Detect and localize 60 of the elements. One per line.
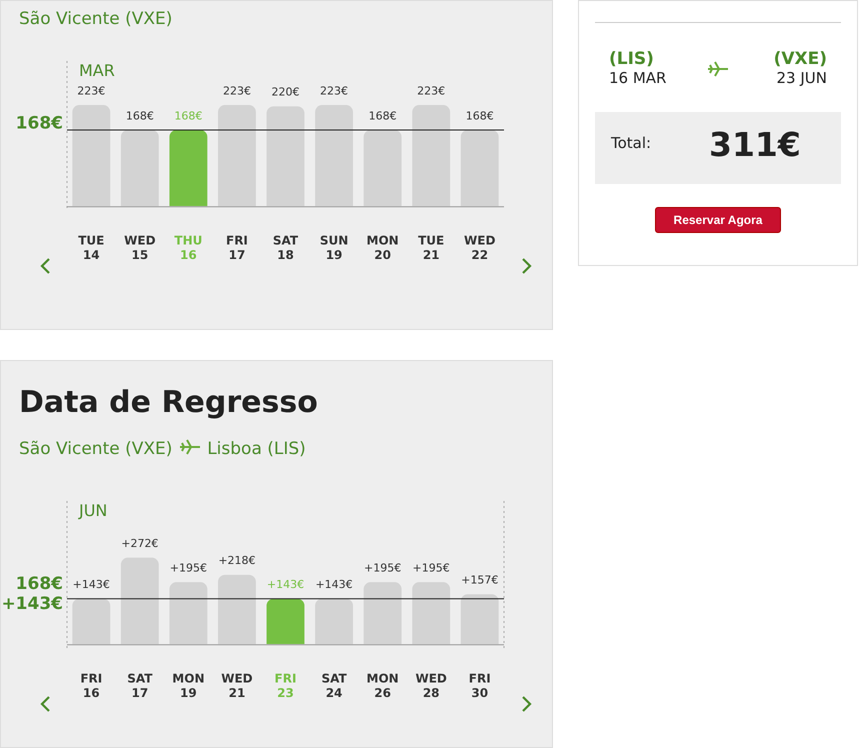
x-tick-label: SAT 18 <box>272 234 299 262</box>
bar <box>120 558 159 644</box>
data-label: 223€ <box>417 84 446 98</box>
data-label: 223€ <box>320 84 348 98</box>
bar <box>218 574 256 644</box>
data-label: +195€ <box>364 562 402 575</box>
ref-line-label: 168€ <box>16 113 63 134</box>
x-tick-label: FRI 17 <box>226 234 248 262</box>
ref-line-label: 168€ +143€ <box>1 574 63 614</box>
x-tick-label: FRI 16 <box>80 672 102 700</box>
data-label: 223€ <box>222 84 251 98</box>
x-tick-label: SUN 19 <box>320 234 348 262</box>
data-label: 168€ <box>466 109 494 122</box>
text: 311€ <box>709 125 801 164</box>
bar <box>72 598 110 644</box>
data-label: 168€ <box>368 109 397 122</box>
x-tick-label: WED 22 <box>464 234 496 262</box>
data-label: 168€ <box>126 109 154 122</box>
annotation: MAR <box>79 61 115 80</box>
chart-title: São Vicente (VXE) <box>19 9 172 29</box>
x-tick-label: MON 20 <box>366 234 399 262</box>
bar <box>460 594 499 644</box>
data-label: +218€ <box>218 554 256 568</box>
data-label: +143€ <box>72 578 110 592</box>
chart-title: Data de Regresso <box>19 385 318 420</box>
bar <box>169 582 208 644</box>
x-tick-label: THU 16 <box>174 234 202 262</box>
text: (LIS) <box>609 49 654 69</box>
data-label: +195€ <box>412 562 450 575</box>
data-label: +157€ <box>461 574 498 587</box>
x-tick-label: WED 21 <box>221 672 253 700</box>
x-tick-label: WED 15 <box>124 234 156 262</box>
x-tick-label: TUE 21 <box>418 234 444 262</box>
x-tick-label: SAT 24 <box>321 672 348 700</box>
bar <box>364 582 402 644</box>
text: Reservar Agora <box>655 207 781 233</box>
text: (VXE) <box>774 49 827 69</box>
data-label: 223€ <box>77 84 106 98</box>
data-label: +272€ <box>121 537 158 550</box>
x-tick-label: SAT 17 <box>127 672 154 700</box>
data-label: 168€ <box>174 109 202 122</box>
text: 16 MAR <box>609 69 666 87</box>
text: Lisboa (LIS) <box>206 439 306 459</box>
x-tick-label: TUE 14 <box>78 234 104 262</box>
x-tick-label: MON 26 <box>366 672 399 700</box>
bar <box>266 598 304 644</box>
bar <box>315 598 353 644</box>
data-label: 220€ <box>272 86 300 99</box>
annotation: JUN <box>78 501 108 520</box>
chart-subtitle: São Vicente (VXE) <box>19 439 172 459</box>
x-tick-label: MON 19 <box>172 672 204 700</box>
data-label: +143€ <box>315 578 353 592</box>
text: 23 JUN <box>776 69 827 87</box>
data-label: +195€ <box>170 562 207 575</box>
bar <box>412 582 450 644</box>
x-tick-label: WED 28 <box>415 672 447 700</box>
data-label: +143€ <box>266 578 304 592</box>
x-tick-label: FRI 30 <box>468 672 491 700</box>
text: Total: <box>611 134 652 152</box>
x-tick-label: FRI 23 <box>274 672 296 700</box>
